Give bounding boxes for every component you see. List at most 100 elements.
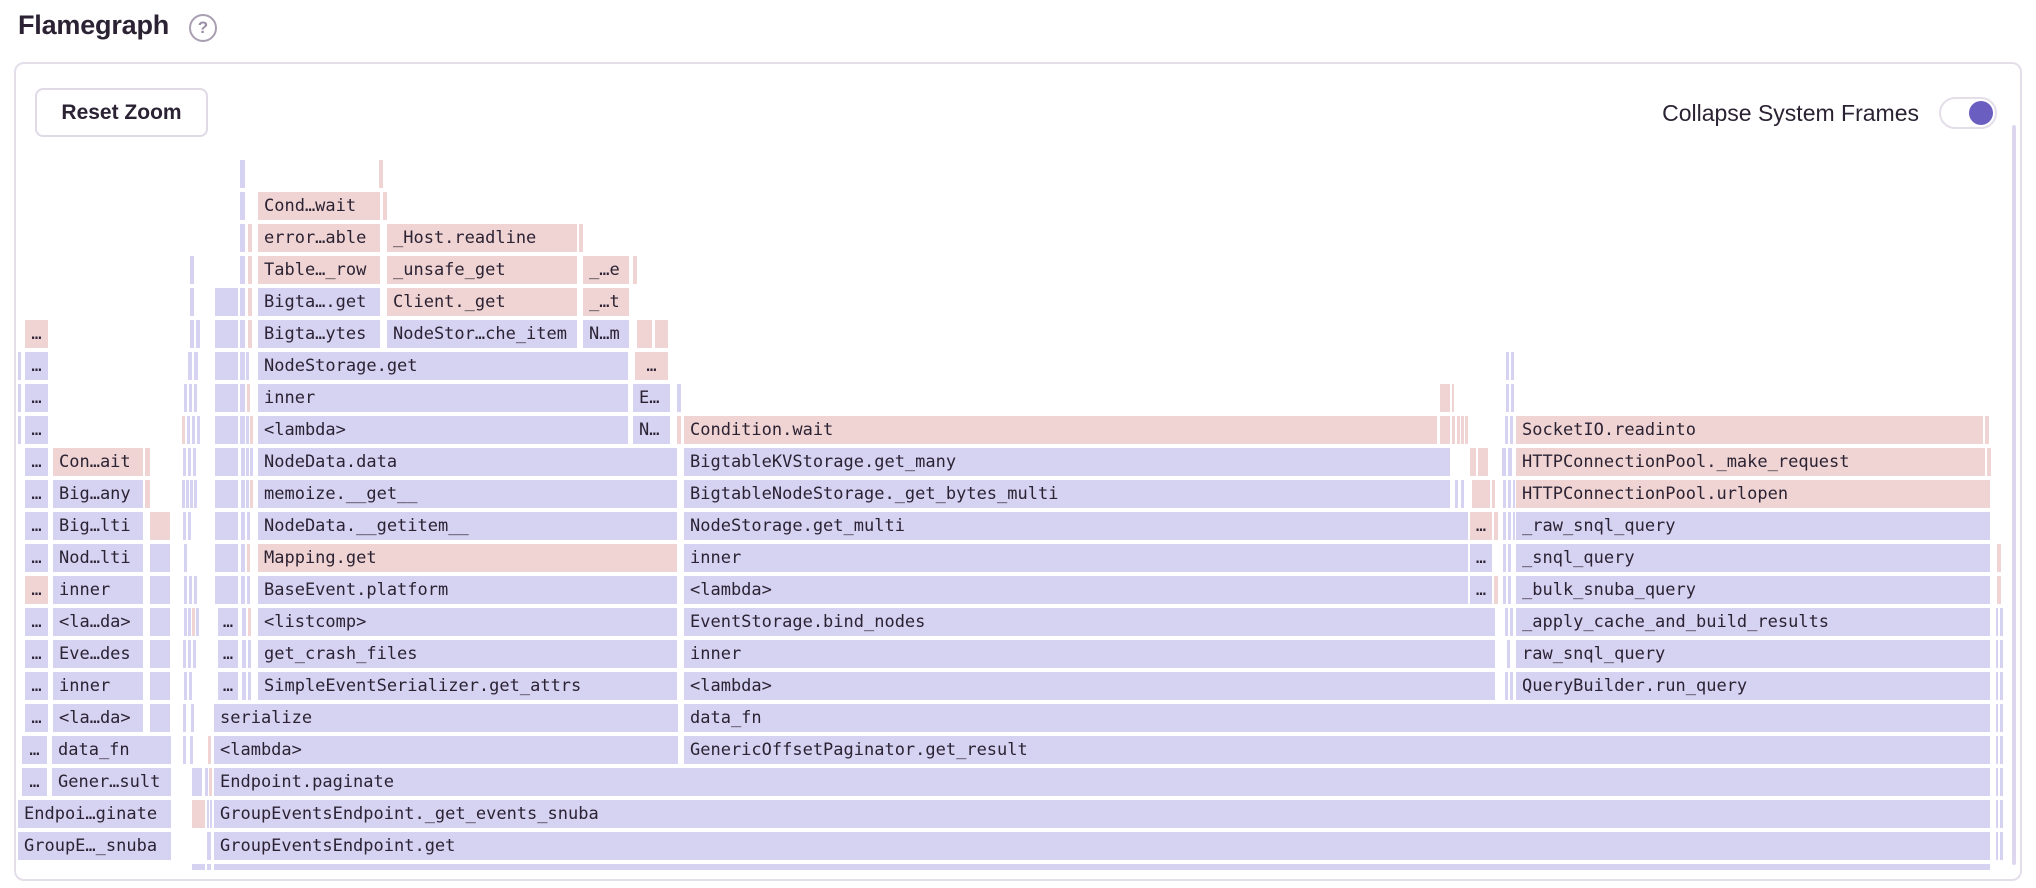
frame[interactable] <box>207 864 211 870</box>
frame[interactable] <box>184 672 187 700</box>
frame[interactable] <box>1996 800 1998 828</box>
frame[interactable] <box>1987 448 1991 476</box>
frame[interactable] <box>2000 768 2003 796</box>
frame[interactable]: _…t <box>583 288 629 316</box>
frame[interactable]: … <box>25 576 48 604</box>
frame[interactable]: … <box>25 608 48 636</box>
frame[interactable]: … <box>22 768 47 796</box>
frame[interactable] <box>1505 416 1508 444</box>
frame[interactable] <box>1996 608 1998 636</box>
frame[interactable] <box>183 512 186 540</box>
frame[interactable]: … <box>218 608 238 636</box>
frame[interactable] <box>150 672 170 700</box>
frame[interactable]: … <box>25 320 48 348</box>
frame[interactable]: NodeStor…che_item <box>387 320 577 348</box>
frame[interactable] <box>248 640 251 668</box>
frame[interactable]: … <box>218 640 238 668</box>
frame[interactable] <box>1513 512 1515 540</box>
frame[interactable]: … <box>25 544 48 572</box>
frame[interactable] <box>1440 416 1450 444</box>
frame[interactable] <box>1508 512 1511 540</box>
frame[interactable]: Table…_row <box>258 256 380 284</box>
frame[interactable]: Mapping.get <box>258 544 677 572</box>
frame[interactable]: raw_snql_query <box>1516 640 1990 668</box>
frame[interactable]: … <box>635 352 668 380</box>
frame[interactable] <box>1508 544 1511 572</box>
frame[interactable] <box>241 512 245 540</box>
frame[interactable] <box>1510 672 1513 700</box>
frame[interactable] <box>1503 544 1506 572</box>
help-icon[interactable]: ? <box>189 14 217 42</box>
frame[interactable] <box>246 352 249 380</box>
frame[interactable] <box>188 608 191 636</box>
frame[interactable] <box>1996 768 1998 796</box>
frame[interactable] <box>190 480 193 508</box>
frame[interactable] <box>383 192 387 220</box>
frame[interactable] <box>1505 672 1508 700</box>
frame[interactable]: Big…lti <box>53 512 143 540</box>
frame[interactable] <box>150 544 170 572</box>
frame[interactable] <box>1508 576 1511 604</box>
reset-zoom-button[interactable]: Reset Zoom <box>35 88 208 137</box>
frame[interactable] <box>240 352 245 380</box>
frame[interactable] <box>188 512 191 540</box>
frame[interactable] <box>1513 480 1515 508</box>
frame[interactable] <box>633 256 637 284</box>
frame[interactable] <box>207 832 211 860</box>
frame[interactable] <box>191 704 194 732</box>
frame[interactable]: Cond…wait <box>258 192 380 220</box>
frame[interactable] <box>379 160 383 188</box>
frame[interactable] <box>150 608 170 636</box>
frame[interactable] <box>145 448 150 476</box>
frame[interactable] <box>189 576 192 604</box>
frame[interactable] <box>1996 640 1998 668</box>
frame[interactable]: _unsafe_get <box>387 256 577 284</box>
frame[interactable]: … <box>25 480 48 508</box>
collapse-system-frames-toggle[interactable] <box>1939 97 1997 129</box>
frame[interactable]: _bulk_snuba_query <box>1516 576 1990 604</box>
frame[interactable]: inner <box>53 576 143 604</box>
frame[interactable] <box>240 320 245 348</box>
frame[interactable] <box>1997 544 2001 572</box>
frame[interactable]: … <box>22 736 47 764</box>
frame[interactable] <box>189 672 192 700</box>
frame[interactable]: NodeStorage.get_multi <box>684 512 1468 540</box>
frame[interactable]: NodeStorage.get <box>258 352 628 380</box>
frame[interactable]: BigtableKVStorage.get_many <box>684 448 1450 476</box>
frame[interactable] <box>241 576 245 604</box>
frame[interactable] <box>188 640 191 668</box>
frame[interactable] <box>1506 352 1509 380</box>
frame[interactable] <box>1996 832 1998 860</box>
frame[interactable]: GroupE…_snuba <box>18 832 171 860</box>
frame[interactable] <box>183 448 186 476</box>
frame[interactable]: QueryBuilder.run_query <box>1516 672 1990 700</box>
frame[interactable] <box>1492 480 1495 508</box>
frame[interactable] <box>150 576 170 604</box>
frame[interactable]: SocketIO.readinto <box>1516 416 1983 444</box>
frame[interactable]: NodeData.data <box>258 448 677 476</box>
frame[interactable] <box>1996 736 1998 764</box>
frame[interactable]: … <box>25 640 48 668</box>
frame[interactable]: Client._get <box>387 288 577 316</box>
frame[interactable] <box>145 480 150 508</box>
frame[interactable]: data_fn <box>684 704 1990 732</box>
frame[interactable] <box>240 224 245 252</box>
frame[interactable] <box>1470 448 1476 476</box>
frame[interactable] <box>187 416 190 444</box>
frame[interactable] <box>1461 416 1464 444</box>
frame[interactable]: GroupEventsEndpoint.get <box>214 832 1990 860</box>
frame[interactable] <box>1502 448 1506 476</box>
frame[interactable] <box>188 448 191 476</box>
frame[interactable] <box>2000 736 2003 764</box>
frame[interactable]: serialize <box>214 704 678 732</box>
frame[interactable] <box>184 384 187 412</box>
frame[interactable]: Nod…lti <box>53 544 143 572</box>
frame[interactable]: GroupEventsEndpoint._get_events_snuba <box>214 800 1990 828</box>
frame[interactable] <box>250 416 253 444</box>
frame[interactable]: _raw_snql_query <box>1516 512 1990 540</box>
frame[interactable] <box>250 480 253 508</box>
frame[interactable]: BigtableNodeStorage._get_bytes_multi <box>684 480 1450 508</box>
frame[interactable] <box>248 320 252 348</box>
frame[interactable] <box>1503 576 1506 604</box>
frame[interactable]: BaseEvent.platform <box>258 576 677 604</box>
